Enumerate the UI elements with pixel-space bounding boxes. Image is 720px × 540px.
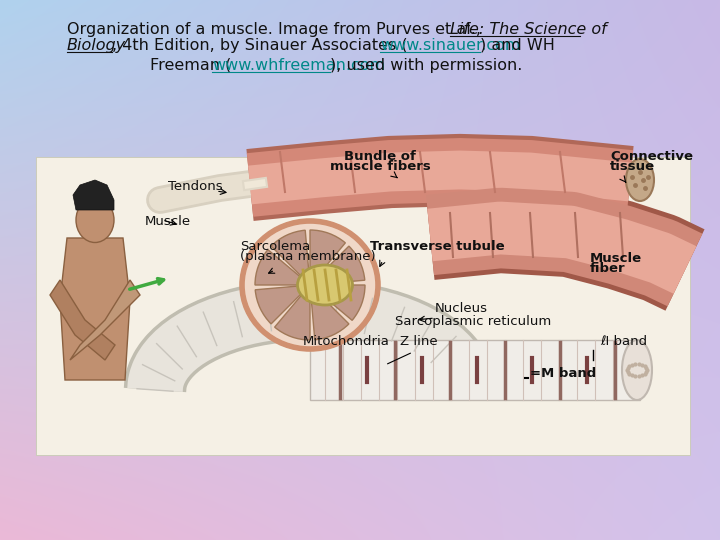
Text: tissue: tissue [610,160,655,173]
Wedge shape [310,246,365,285]
Text: Z line: Z line [400,335,438,348]
Ellipse shape [626,159,654,201]
Text: Sarcolema: Sarcolema [240,240,310,253]
Text: Muscle: Muscle [590,252,642,265]
Text: (plasma membrane): (plasma membrane) [240,250,376,263]
Ellipse shape [242,221,378,349]
Text: Life: The Science of: Life: The Science of [450,22,607,37]
Text: Organization of a muscle. Image from Purves et al.,: Organization of a muscle. Image from Pur… [67,22,486,37]
Text: Mitochondria: Mitochondria [303,335,390,348]
Text: =M band: =M band [530,367,596,380]
Wedge shape [310,230,346,285]
Text: Sarcoplasmic reticulum: Sarcoplasmic reticulum [395,315,552,328]
Text: Muscle: Muscle [145,215,191,228]
Wedge shape [255,285,310,324]
Ellipse shape [297,265,353,305]
Text: Freeman (: Freeman ( [150,58,231,73]
Polygon shape [50,280,115,360]
Text: www.sinauer.com: www.sinauer.com [380,38,521,53]
Ellipse shape [76,198,114,242]
Bar [310,340,640,400]
Bar [37,158,690,455]
Text: ℓI band: ℓI band [600,335,647,348]
Polygon shape [60,238,130,380]
Text: ) and WH: ) and WH [480,38,555,53]
Wedge shape [310,285,365,320]
Wedge shape [271,230,310,285]
Text: Connective: Connective [610,150,693,163]
Bar [37,158,690,455]
Ellipse shape [622,340,652,400]
Text: ), used with permission.: ), used with permission. [330,58,523,73]
Wedge shape [255,249,310,285]
Text: muscle fibers: muscle fibers [330,160,431,173]
Text: www.whfreeman.com: www.whfreeman.com [212,58,385,73]
Text: Bundle of: Bundle of [344,150,416,163]
Text: , 4th Edition, by Sinauer Associates (: , 4th Edition, by Sinauer Associates ( [112,38,408,53]
Text: Nucleus: Nucleus [435,302,488,315]
Text: Biology: Biology [67,38,126,53]
Text: Tendons: Tendons [168,180,222,193]
Polygon shape [73,180,114,210]
Text: fiber: fiber [590,262,626,275]
Wedge shape [310,285,349,340]
Polygon shape [70,280,140,360]
Text: Transverse tubule: Transverse tubule [370,240,505,253]
Wedge shape [274,285,310,340]
